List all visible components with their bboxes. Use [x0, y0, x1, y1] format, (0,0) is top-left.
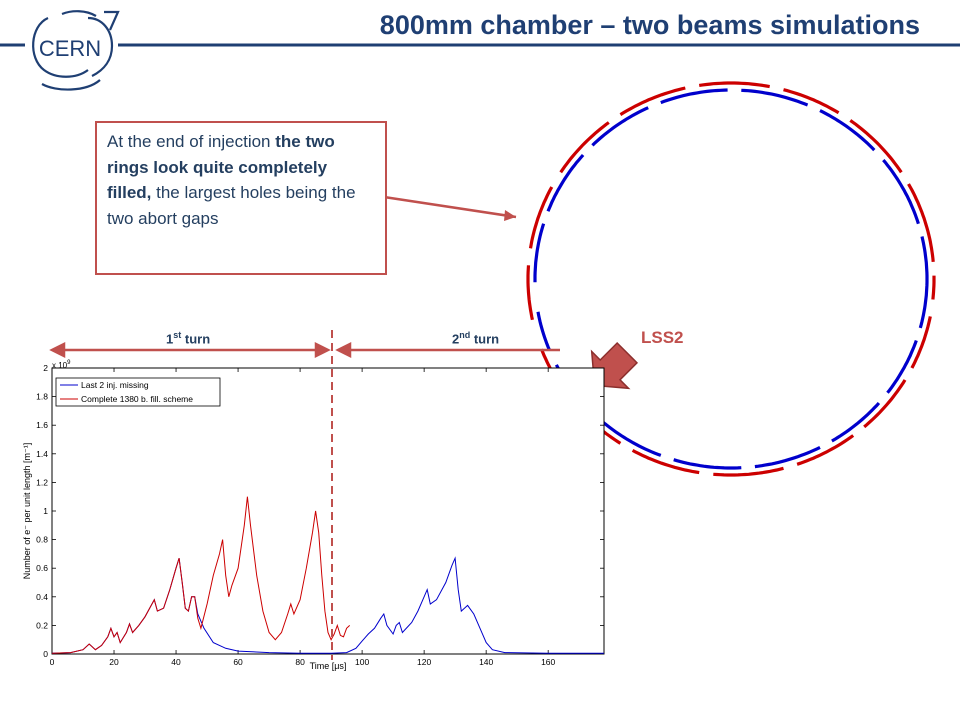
x-tick-label: 160 [541, 657, 555, 667]
y-tick-label: 0.4 [36, 592, 48, 602]
legend-entry-red: Complete 1380 b. fill. scheme [81, 394, 193, 404]
x-tick-label: 120 [417, 657, 431, 667]
slide-title: 800mm chamber – two beams simulations [379, 10, 920, 40]
x-tick-label: 40 [171, 657, 181, 667]
y-tick-label: 1.4 [36, 449, 48, 459]
callout-text-3: the largest holes being the two abort ga… [107, 183, 356, 228]
turn-arrows [49, 341, 560, 359]
y-tick-label: 2 [43, 363, 48, 373]
series-line-red [51, 496, 351, 654]
y-tick-label: 1.6 [36, 420, 48, 430]
x-axis-label: Time [μs] [310, 661, 347, 671]
y-exponent: x 109 [52, 360, 71, 370]
first-turn-label: 1st turn [166, 330, 211, 347]
callout-text-1: At the end of injection [107, 132, 276, 151]
plot-area [51, 367, 605, 655]
y-tick-label: 0.8 [36, 535, 48, 545]
y-tick-label: 1 [43, 506, 48, 516]
y-tick-label: 1.2 [36, 477, 48, 487]
x-tick-label: 100 [355, 657, 369, 667]
y-axis-label: Number of e⁻ per unit length [m⁻¹] [22, 443, 32, 580]
lss2-label: LSS2 [641, 328, 684, 347]
x-tick-label: 140 [479, 657, 493, 667]
x-tick-label: 80 [295, 657, 305, 667]
legend-entry-blue: Last 2 inj. missing [81, 380, 149, 390]
y-tick-label: 0.6 [36, 563, 48, 573]
y-tick-label: 0.2 [36, 620, 48, 630]
callout-pointer [383, 195, 517, 219]
y-tick-label: 0 [43, 649, 48, 659]
chart-legend: Last 2 inj. missing Complete 1380 b. fil… [55, 377, 221, 407]
x-tick-label: 60 [233, 657, 243, 667]
second-turn-label: 2nd turn [452, 330, 500, 347]
callout-text-bold: the two rings look quite completely fill… [107, 132, 335, 202]
x-tick-label: 0 [50, 657, 55, 667]
callout-box: At the end of injection the two rings lo… [95, 121, 387, 275]
inner-ring-blue [533, 88, 929, 470]
y-tick-label: 1.8 [36, 392, 48, 402]
x-tick-label: 20 [109, 657, 119, 667]
